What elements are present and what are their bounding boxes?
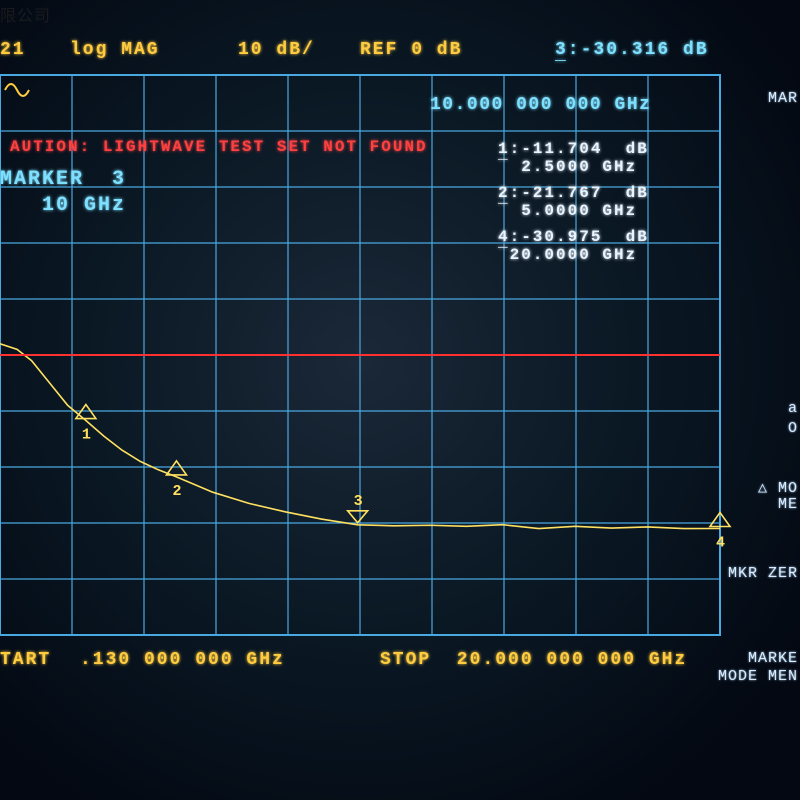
plot-svg: 1 2 3 4 xyxy=(0,0,800,800)
side-mode[interactable]: △ MO xyxy=(758,478,798,497)
side-marke[interactable]: MARKE xyxy=(748,650,798,667)
side-o[interactable]: O xyxy=(788,420,798,437)
svg-text:1: 1 xyxy=(82,427,91,444)
marker-readout-4-underline: _ xyxy=(498,233,510,251)
svg-text:2: 2 xyxy=(172,483,181,500)
marker-name-line1: MARKER 3 xyxy=(0,168,126,191)
stop-value: STOP 20.000 000 000 GHz xyxy=(380,650,687,670)
side-mkr-zero[interactable]: MKR ZER xyxy=(728,565,798,582)
side-a[interactable]: a xyxy=(788,400,798,417)
marker-readout-2-underline: _ xyxy=(498,189,510,207)
start-value: .130 000 000 GHz xyxy=(80,650,285,670)
marker-readout-1-underline: _ xyxy=(498,145,510,163)
marker-name-line2: 10 GHz xyxy=(0,194,126,217)
marker-readout-1b: 2.5000 GHz xyxy=(498,158,637,176)
ref-label: REF 0 dB xyxy=(360,40,462,60)
active-marker-readout: 3:-30.316 dB xyxy=(555,40,709,60)
stimulus-readout: 10.000 000 000 GHz xyxy=(430,95,651,115)
format-label: log MAG xyxy=(70,40,160,60)
side-menu[interactable]: ME xyxy=(778,496,798,513)
channel-label: 21 xyxy=(0,40,26,60)
side-mode-menu[interactable]: MODE MEN xyxy=(718,668,798,685)
start-label: TART xyxy=(0,650,51,670)
active-marker-underline: _ xyxy=(555,45,568,65)
marker-readout-1a: 1:-11.704 dB xyxy=(498,140,649,158)
marker-readout-2a: 2:-21.767 dB xyxy=(498,184,649,202)
marker-readout-2b: 5.0000 GHz xyxy=(498,202,637,220)
marker-readout-4a: 4:-30.975 dB xyxy=(498,228,649,246)
marker-readout-4b: 20.0000 GHz xyxy=(498,246,637,264)
svg-text:3: 3 xyxy=(354,493,363,510)
svg-text:4: 4 xyxy=(716,534,725,551)
scale-label: 10 dB/ xyxy=(238,40,315,60)
side-marker[interactable]: MAR xyxy=(768,90,798,107)
caution-text: AUTION: LIGHTWAVE TEST SET NOT FOUND xyxy=(10,138,428,156)
